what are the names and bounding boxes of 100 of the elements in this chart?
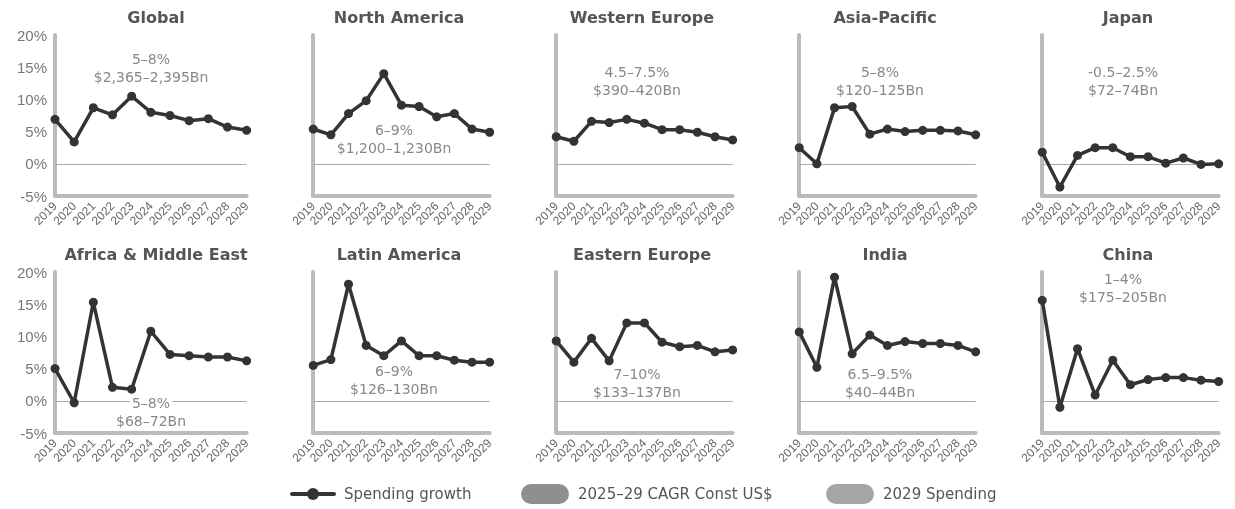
y-tick-label: 0%	[25, 392, 47, 410]
point	[127, 384, 137, 394]
point	[935, 125, 945, 135]
point	[344, 279, 354, 289]
y-tick-label: 0%	[25, 155, 47, 173]
y-tick-label: 5%	[25, 123, 47, 141]
point	[203, 114, 213, 124]
point	[794, 327, 804, 337]
point	[604, 356, 614, 366]
point	[953, 126, 963, 136]
chart-title: India	[862, 244, 908, 264]
point	[242, 125, 252, 135]
point	[165, 349, 175, 359]
point	[971, 347, 981, 357]
point	[88, 297, 98, 307]
point	[1125, 380, 1135, 390]
point	[50, 364, 60, 374]
annotation: $126–130Bn	[350, 381, 438, 397]
annotation: $40–44Bn	[844, 384, 916, 400]
point	[1196, 375, 1206, 385]
annotation: 5–8%	[131, 51, 171, 67]
annotation: $72–74Bn	[1087, 82, 1159, 98]
point	[675, 125, 685, 135]
point	[692, 340, 702, 350]
point	[69, 398, 79, 408]
point	[812, 362, 822, 372]
point	[1161, 158, 1171, 168]
point	[485, 127, 495, 137]
point	[1090, 390, 1100, 400]
point	[414, 101, 424, 111]
point	[449, 355, 459, 365]
point	[69, 137, 79, 147]
point	[1037, 295, 1047, 305]
legend-label: Spending growth	[344, 485, 472, 503]
point	[222, 352, 232, 362]
point	[847, 101, 857, 111]
point	[396, 100, 406, 110]
point	[1143, 152, 1153, 162]
annotation: 5–8%	[860, 64, 900, 80]
point	[1055, 182, 1065, 192]
point	[242, 356, 252, 366]
y-tick-label: 10%	[16, 90, 47, 108]
point	[882, 124, 892, 134]
annotation: $133–137Bn	[593, 384, 681, 400]
y-tick-label: 15%	[16, 58, 47, 76]
point	[1108, 143, 1118, 153]
chart-title: North America	[333, 7, 465, 27]
point	[184, 351, 194, 361]
point	[847, 349, 857, 359]
annotation: -0.5–2.5%	[1088, 64, 1158, 80]
point	[551, 336, 561, 346]
text: 2029 Spending	[883, 485, 997, 503]
point	[935, 338, 945, 348]
point	[432, 112, 442, 122]
point	[1161, 373, 1171, 383]
point	[414, 351, 424, 361]
point	[728, 345, 738, 355]
point	[184, 116, 194, 126]
annotation: $1,200–1,230Bn	[336, 140, 452, 156]
point	[1214, 159, 1224, 169]
point	[1178, 373, 1188, 383]
point	[1073, 150, 1083, 160]
chart-title: Western Europe	[569, 7, 715, 27]
point	[587, 116, 597, 126]
annotation: 6.5–9.5%	[847, 366, 913, 382]
point	[622, 318, 632, 328]
point	[865, 330, 875, 340]
chart-title: China	[1102, 244, 1154, 264]
point	[379, 69, 389, 79]
point	[361, 96, 371, 106]
point	[449, 109, 459, 119]
point	[222, 122, 232, 132]
point	[308, 124, 318, 134]
point	[604, 118, 614, 128]
point	[88, 103, 98, 113]
point	[467, 357, 477, 367]
point	[1073, 344, 1083, 354]
point	[830, 272, 840, 282]
annotation: $2,365–2,395Bn	[93, 69, 209, 85]
point	[127, 91, 137, 101]
chart-title: Latin America	[336, 244, 462, 264]
y-tick-label: -5%	[20, 187, 47, 205]
point	[900, 127, 910, 137]
annotation: 6–9%	[374, 122, 414, 138]
y-tick-label: 15%	[16, 295, 47, 313]
point	[812, 159, 822, 169]
point	[344, 109, 354, 119]
point	[1214, 376, 1224, 386]
point	[953, 340, 963, 350]
point	[639, 318, 649, 328]
point	[639, 118, 649, 128]
point	[308, 360, 318, 370]
point	[1037, 147, 1047, 157]
point	[900, 337, 910, 347]
chart-title: Asia-Pacific	[833, 7, 937, 27]
point	[396, 336, 406, 346]
annotation: $68–72Bn	[115, 413, 187, 429]
point	[675, 342, 685, 352]
annotation: 7–10%	[613, 366, 661, 382]
point	[1108, 355, 1118, 365]
